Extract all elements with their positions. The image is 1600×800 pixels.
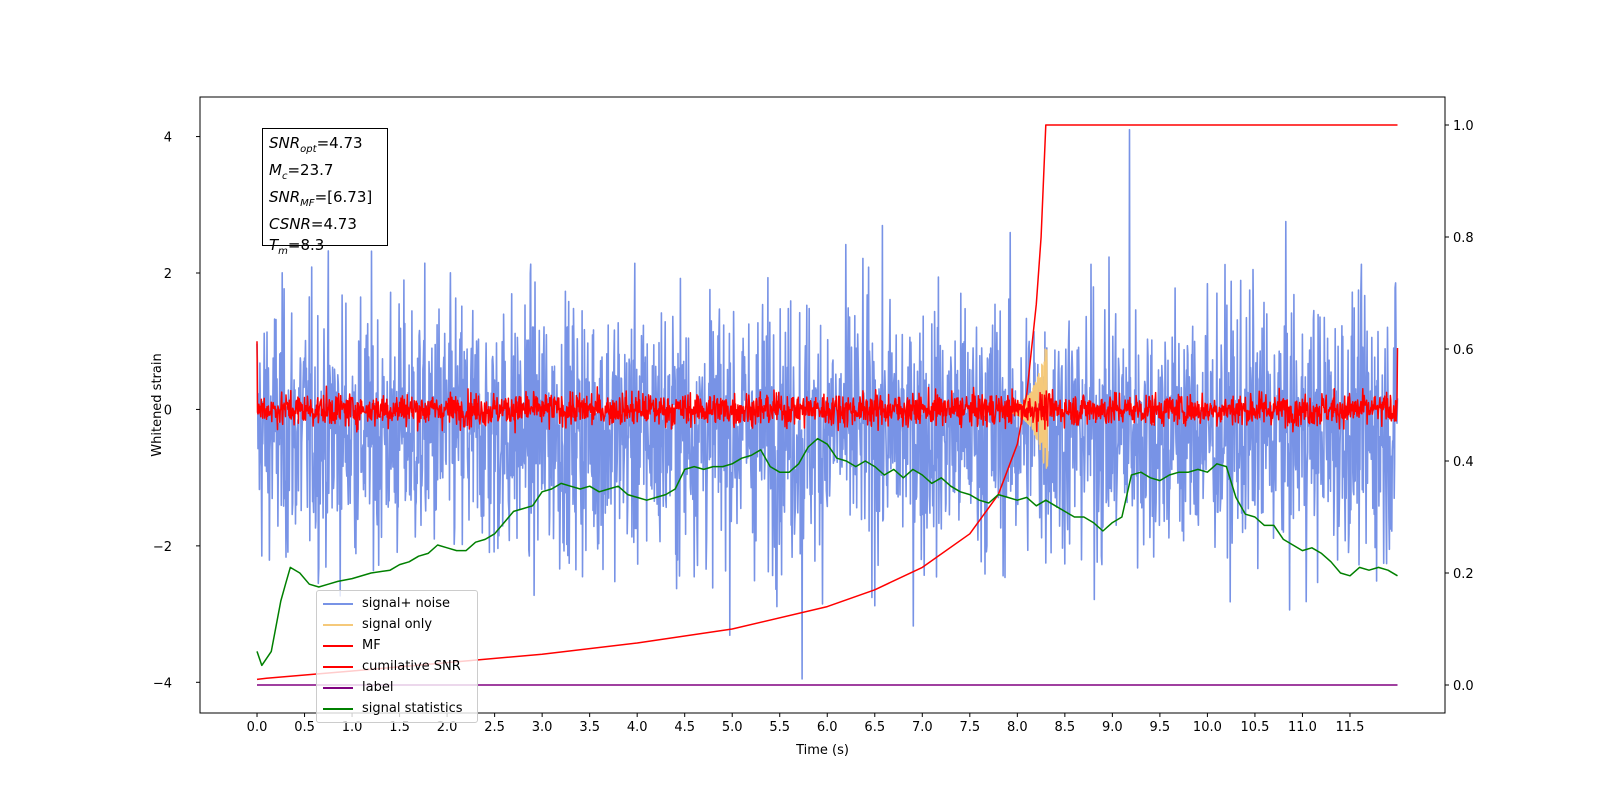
annotation-line: CSNR=4.73 <box>269 214 381 235</box>
legend-label: signal only <box>362 617 433 632</box>
y-right-tick-label: 0.4 <box>1453 455 1474 470</box>
legend-label: cumilative SNR <box>362 659 461 674</box>
annotation-symbol: SNRMF <box>269 188 315 209</box>
legend-swatch <box>323 644 353 647</box>
y-right-tick-label: 0.8 <box>1453 231 1474 246</box>
legend-item: signal+ noise <box>323 593 471 614</box>
x-tick-label: 8.0 <box>1007 720 1028 735</box>
annotation-subscript: opt <box>300 144 317 155</box>
x-tick-label: 4.0 <box>627 720 648 735</box>
annotation-symbol: Tm <box>269 236 288 257</box>
y-left-tick-label: −4 <box>153 676 172 691</box>
annotation-symbol: SNRopt <box>269 134 317 155</box>
x-tick-label: 6.0 <box>817 720 838 735</box>
x-tick-label: 4.5 <box>674 720 695 735</box>
series-signal-statistics-line <box>256 437 1398 667</box>
y-left-tick-label: 2 <box>164 267 172 282</box>
legend-swatch <box>323 707 353 710</box>
legend-label: signal+ noise <box>362 596 451 611</box>
x-tick-label: 3.0 <box>532 720 553 735</box>
y-right-tick-label: 0.6 <box>1453 343 1474 358</box>
y-right-tick-label: 0.2 <box>1453 567 1474 582</box>
x-tick-label: 1.5 <box>389 720 410 735</box>
x-tick-label: 3.5 <box>579 720 600 735</box>
x-axis-label: Time (s) <box>795 743 849 758</box>
x-tick-label: 8.5 <box>1055 720 1076 735</box>
x-tick-label: 5.5 <box>769 720 790 735</box>
legend-item: signal only <box>323 614 471 635</box>
legend-label: MF <box>362 638 381 653</box>
x-tick-label: 7.0 <box>912 720 933 735</box>
x-tick-label: 10.0 <box>1193 720 1222 735</box>
annotation-box: SNRopt=4.73 Mc=23.7 SNRMF=[6.73] CSNR=4.73 T… <box>262 128 388 257</box>
legend-item: MF <box>323 635 471 656</box>
x-tick-label: 10.5 <box>1240 720 1269 735</box>
legend-item: label <box>323 677 471 698</box>
x-tick-label: 2.0 <box>437 720 458 735</box>
annotation-value: =23.7 <box>287 161 334 179</box>
x-tick-label: 9.0 <box>1102 720 1123 735</box>
annotation-value: =4.73 <box>310 215 357 233</box>
annotation-symbol: Mc <box>269 161 288 182</box>
annotation-line: SNRMF=[6.73] <box>269 187 381 214</box>
legend-item: signal statistics <box>323 698 471 719</box>
legend-swatch <box>323 602 353 605</box>
x-tick-label: 1.0 <box>342 720 363 735</box>
annotation-value: =8.3 <box>287 236 325 254</box>
y-axis-label: Whitened strain <box>150 353 165 456</box>
legend-item: cumilative SNR <box>323 656 471 677</box>
legend-label: signal statistics <box>362 701 463 716</box>
x-tick-label: 7.5 <box>959 720 980 735</box>
x-tick-label: 5.0 <box>722 720 743 735</box>
annotation-subscript: m <box>278 246 288 257</box>
legend-label: label <box>362 680 394 695</box>
x-tick-label: 9.5 <box>1150 720 1171 735</box>
x-tick-label: 11.5 <box>1335 720 1364 735</box>
x-tick-label: 6.5 <box>864 720 885 735</box>
axes-ticks: 0.0 0.5 1.0 1.5 2.0 2.5 3.0 3.5 4.0 4.5 5.0 5.5 6.0 6… <box>153 119 1474 735</box>
x-tick-label: 2.5 <box>484 720 505 735</box>
legend-swatch <box>323 665 353 668</box>
series-mf-line <box>256 341 1399 434</box>
annotation-value: =4.73 <box>316 134 363 152</box>
annotation-value: =[6.73] <box>314 188 373 206</box>
x-tick-label: 0.0 <box>247 720 268 735</box>
y-left-tick-label: −2 <box>153 540 172 555</box>
annotation-line: Mc=23.7 <box>269 160 381 187</box>
annotation-subscript: c <box>281 171 288 182</box>
legend: signal+ noise signal only MF cumilative SNR… <box>316 590 478 723</box>
annotation-line: SNRopt=4.73 <box>269 133 381 160</box>
y-right-tick-label: 0.0 <box>1453 679 1474 694</box>
legend-swatch <box>323 686 353 689</box>
y-left-tick-label: 0 <box>164 403 172 418</box>
annotation-line: Tm=8.3 <box>269 235 381 262</box>
annotation-symbol: CSNR <box>269 215 311 233</box>
legend-swatch <box>323 623 353 626</box>
annotation-subscript: MF <box>300 198 315 209</box>
y-left-tick-label: 4 <box>164 131 172 146</box>
x-tick-label: 0.5 <box>294 720 315 735</box>
x-tick-label: 11.0 <box>1288 720 1317 735</box>
y-right-tick-label: 1.0 <box>1453 119 1474 134</box>
axes-frame <box>199 96 1446 714</box>
